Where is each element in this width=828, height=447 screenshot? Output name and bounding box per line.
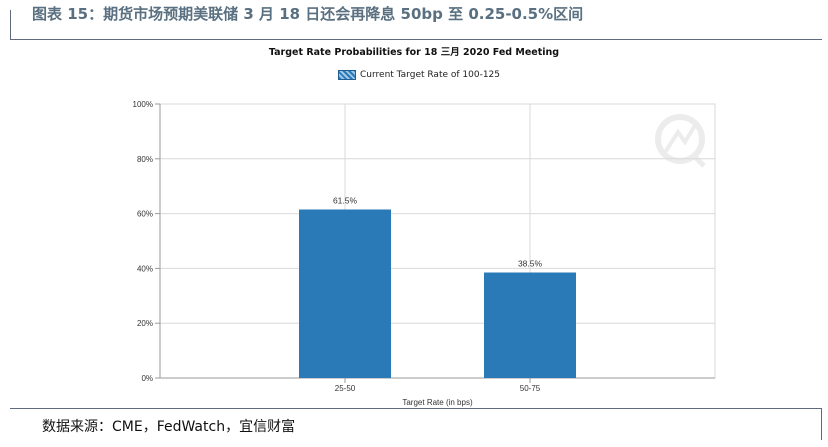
y-tick-label: 40% [137,264,153,273]
y-tick-label: 60% [137,210,153,219]
source-note: 数据来源：CME，FedWatch，宜信财富 [42,419,296,435]
x-axis-title: Target Rate (in bps) [402,398,473,407]
bar-50-75 [484,272,576,378]
y-tick-label: 80% [137,155,153,164]
frame-right-line [821,408,822,440]
frame-top-line [10,39,822,40]
legend: Current Target Rate of 100-125 [338,70,500,80]
x-tick-label: 50-75 [520,384,541,393]
figure-title: 图表 15：期货市场预期美联储 3 月 18 日还会再降息 50bp 至 0.2… [32,5,584,23]
legend-label: Current Target Rate of 100-125 [360,70,501,80]
bar-25-50 [299,209,391,378]
legend-swatch [338,70,356,80]
data-label: 61.5% [333,195,358,205]
frame-bottom-line [10,408,822,409]
report-frame [10,10,822,440]
y-tick-label: 0% [141,374,153,383]
y-tick-label: 20% [137,319,153,328]
data-label: 38.5% [518,259,543,269]
plot-area [159,103,716,379]
frame-left-line [10,10,11,40]
y-tick-label: 100% [133,100,153,109]
x-tick-label: 25-50 [335,384,356,393]
chart-title: Target Rate Probabilities for 18 三月 2020… [268,47,560,58]
watermark-icon [655,114,706,168]
